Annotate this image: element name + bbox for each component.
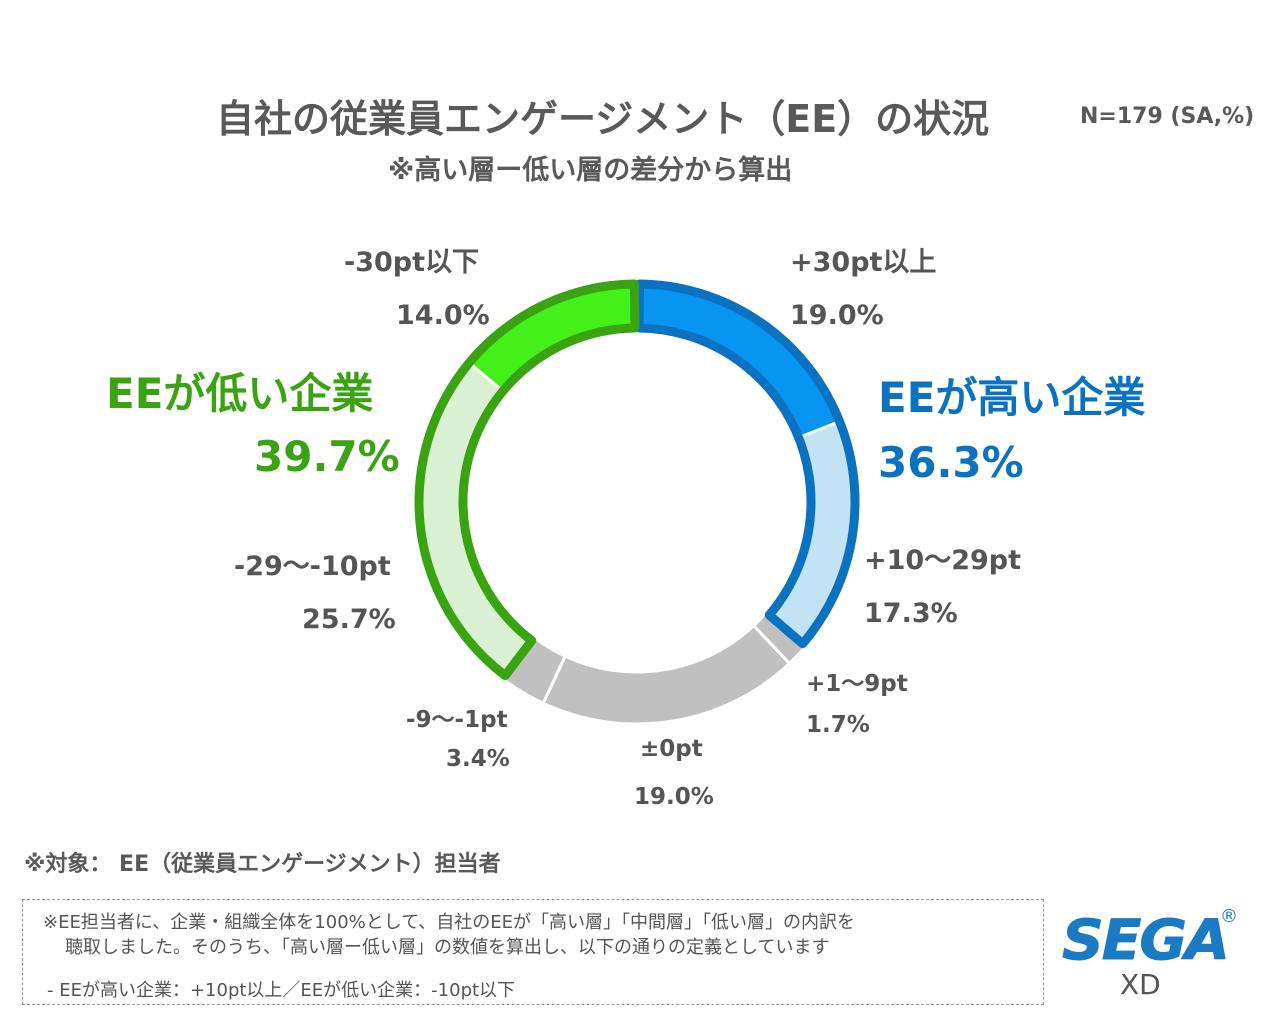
slice-label-plus1-9: +1〜9pt <box>806 671 908 697</box>
slice-label-zero: ±0pt <box>640 736 703 762</box>
slice-label-minus30: -30pt以下 <box>344 247 480 278</box>
slice-label-plus10-29: +10〜29pt <box>864 545 1022 576</box>
sega-xd-logo: SEGA ® XD <box>1062 906 1242 1006</box>
low-group-value: 39.7% <box>254 432 400 481</box>
high-group-value: 36.3% <box>878 438 1024 487</box>
xd-logo-text: XD <box>1120 968 1161 1001</box>
slice-value-minus29-10: 25.7% <box>302 604 396 635</box>
slice-value-plus30: 19.0% <box>790 300 884 331</box>
note-line-2: 聴取しました。そのうち、「高い層ー低い層」の数値を算出し、以下の通りの定義として… <box>65 937 830 958</box>
donut-slice <box>541 623 792 726</box>
slice-label-minus29-10: -29〜-10pt <box>234 551 391 582</box>
high-group-label: EEが高い企業 <box>878 373 1146 422</box>
note-line-1: ※EE担当者に、企業・組織全体を100%として、自社のEEが「高い層」「中間層」… <box>43 912 856 933</box>
slice-value-zero: 19.0% <box>634 784 714 810</box>
high-group-outline <box>634 279 860 649</box>
definition-note-box: ※EE担当者に、企業・組織全体を100%として、自社のEEが「高い層」「中間層」… <box>22 899 1044 1005</box>
low-group-label: EEが低い企業 <box>106 369 374 418</box>
slice-value-minus30: 14.0% <box>396 300 490 331</box>
sample-size-note: N=179 (SA,%) <box>1080 104 1255 129</box>
chart-title: 自社の従業員エンゲージメント（EE）の状況 <box>216 97 990 141</box>
slice-value-plus1-9: 1.7% <box>806 712 870 738</box>
note-line-3: - EEが高い企業：+10pt以上／EEが低い企業：-10pt以下 <box>47 980 516 1001</box>
chart-subtitle: ※高い層ー低い層の差分から算出 <box>388 155 793 186</box>
slice-value-minus9-1: 3.4% <box>446 746 510 772</box>
registered-mark: ® <box>1220 906 1238 927</box>
slice-label-plus30: +30pt以上 <box>790 247 937 278</box>
slice-label-minus9-1: -9〜-1pt <box>406 707 508 733</box>
sega-logo-text: SEGA <box>1062 907 1231 973</box>
slice-value-plus10-29: 17.3% <box>864 598 958 629</box>
target-note: ※対象： EE（従業員エンゲージメント）担当者 <box>24 852 501 877</box>
low-group-outline <box>414 279 640 681</box>
